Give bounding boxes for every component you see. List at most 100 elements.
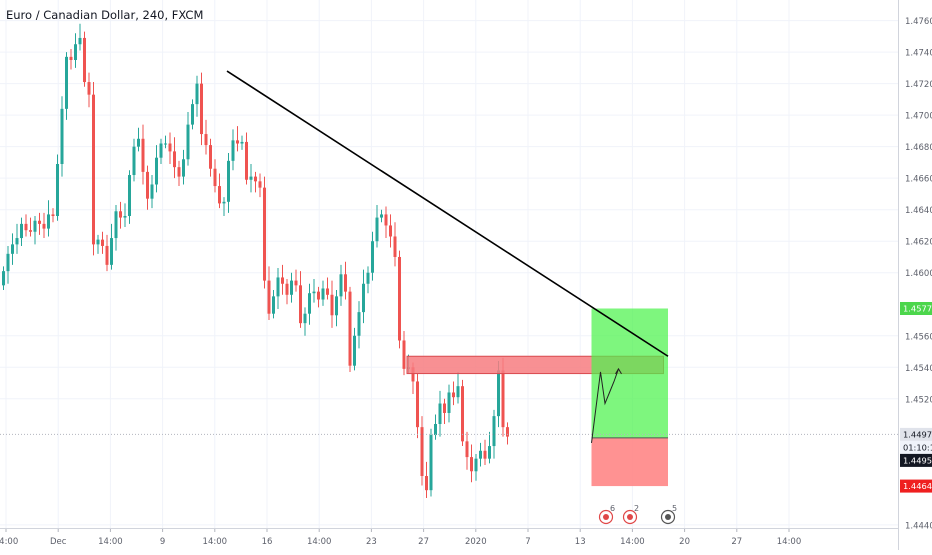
stop-loss-zone[interactable]	[591, 437, 669, 487]
candle-body	[443, 403, 446, 413]
candle-body	[389, 225, 392, 237]
y-tick-label: 1.47200	[905, 80, 932, 90]
candle-body	[218, 186, 221, 204]
y-tick-label: 1.44400	[905, 521, 932, 531]
candle-body	[335, 296, 338, 316]
candle-body	[371, 241, 374, 273]
candle-body	[51, 214, 55, 216]
candle-body	[344, 274, 347, 292]
current-price-label: 1.44974	[900, 427, 932, 441]
x-tick-label: 14:00	[98, 537, 123, 547]
candle-body	[141, 138, 145, 172]
candle-body	[497, 370, 500, 417]
candle-body	[488, 446, 491, 459]
candle-body	[168, 143, 172, 152]
y-tick-label: 1.45400	[905, 364, 932, 374]
candle-body	[375, 217, 379, 242]
dividend-event-icon[interactable]: 6	[598, 504, 616, 525]
candle-body	[479, 450, 482, 459]
target-price-label-bg	[900, 301, 932, 315]
candle-body	[470, 457, 473, 472]
x-tick-label: 14:00	[0, 537, 18, 547]
current-price-label-bg	[900, 427, 932, 441]
candle-body	[209, 145, 212, 169]
profit-target-zone[interactable]	[591, 308, 669, 438]
candle-body	[321, 288, 325, 300]
candle-body	[366, 272, 370, 284]
countdown-label: 01:10:16	[900, 440, 932, 454]
candle-body	[132, 146, 136, 176]
candle-body	[357, 312, 361, 336]
news-event-icon[interactable]: 5	[660, 504, 678, 525]
entry-price-label-bg	[900, 453, 932, 467]
candle-body	[114, 211, 118, 239]
candle-body	[474, 458, 478, 472]
entry-price-label: 1.44952	[900, 453, 932, 467]
countdown-label-text: 01:10:16	[903, 442, 932, 452]
candle-body	[294, 280, 298, 286]
candle-body	[330, 294, 334, 316]
x-tick-label: 13	[575, 537, 586, 547]
candle-body	[173, 151, 176, 168]
x-tick-label: 23	[366, 537, 377, 547]
candle-body	[222, 201, 226, 204]
x-tick-label: 7	[525, 537, 530, 547]
candle-body	[177, 167, 181, 177]
candle-body	[69, 56, 73, 60]
candle-body	[110, 238, 113, 265]
candle-body	[137, 138, 140, 147]
candle-body	[299, 285, 302, 324]
candle-body	[150, 184, 154, 199]
candle-body	[258, 181, 262, 188]
candle-body	[353, 335, 356, 366]
candle-body	[186, 124, 190, 160]
target-price-label-text: 1.45773	[903, 303, 932, 313]
annotation-layer[interactable]	[226, 70, 669, 487]
candle-body	[461, 386, 464, 442]
candle-body	[272, 296, 275, 314]
candle-body	[317, 291, 320, 300]
candle-body	[362, 283, 365, 313]
candle-body	[326, 288, 329, 295]
candle-body	[78, 37, 82, 45]
y-tick-label: 1.47600	[905, 17, 932, 27]
trendline[interactable]	[226, 70, 669, 357]
candle-body	[105, 245, 109, 265]
candle-body	[92, 94, 95, 245]
candle-body	[452, 392, 455, 398]
target-price-label: 1.45773	[900, 301, 932, 315]
candle-body	[434, 424, 437, 436]
candle-body	[191, 104, 194, 125]
candle-body	[146, 171, 149, 199]
y-tick-label: 1.46000	[905, 269, 932, 279]
news-event-icon-count: 5	[672, 504, 677, 513]
candle-body	[393, 236, 397, 257]
candle-body	[123, 216, 127, 218]
candle-body	[74, 44, 77, 60]
candle-body	[425, 476, 428, 491]
candle-body	[20, 223, 23, 239]
earnings-event-icon[interactable]: 2	[622, 504, 640, 525]
candle-body	[438, 403, 442, 424]
events-layer[interactable]: 6 2 5	[598, 504, 678, 525]
x-tick-label: 2020	[465, 537, 487, 547]
candle-body	[501, 370, 505, 428]
candle-body	[312, 291, 316, 294]
dividend-event-icon-dot	[603, 514, 609, 520]
candle-body	[465, 441, 469, 458]
candle-body	[29, 230, 32, 232]
candle-body	[402, 340, 406, 369]
candle-body	[411, 367, 415, 382]
candle-body	[195, 83, 199, 105]
projected-path[interactable]	[591, 368, 619, 443]
candle-body	[96, 239, 100, 245]
candle-body	[281, 277, 284, 284]
y-tick-label: 1.47400	[905, 49, 932, 59]
candle-body	[285, 283, 289, 295]
current-price-label-text: 1.44974	[903, 429, 932, 439]
candle-body	[483, 450, 487, 459]
candle-body	[65, 56, 68, 109]
